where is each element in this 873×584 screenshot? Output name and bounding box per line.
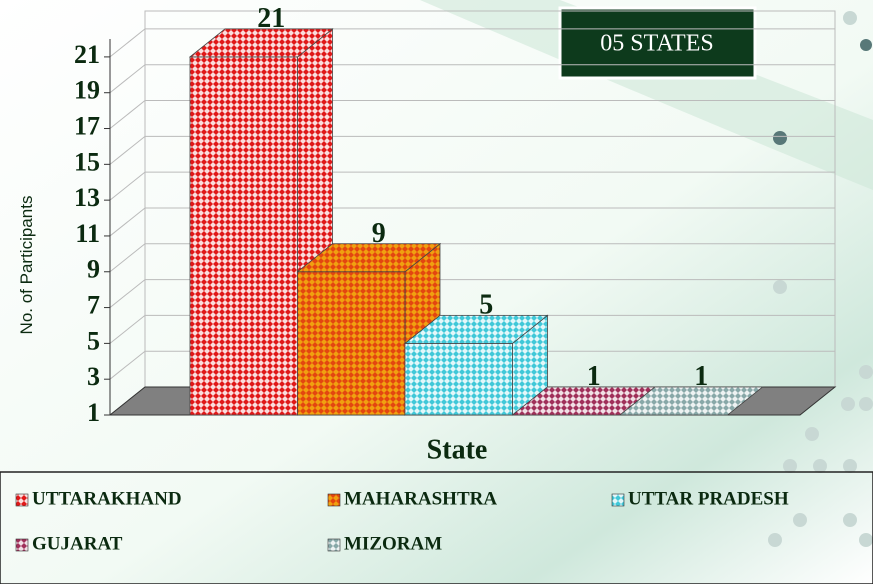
legend-label: UTTARAKHAND <box>32 488 182 509</box>
y-tick-label: 7 <box>87 291 100 320</box>
swoosh <box>420 0 873 190</box>
grid-line <box>109 64 835 94</box>
bar-top <box>188 28 334 58</box>
bar-top <box>296 243 442 273</box>
chart-title: 05 STATES <box>600 31 713 57</box>
grid-line <box>109 135 835 165</box>
legend-swatch <box>327 538 341 552</box>
y-tick-label: 17 <box>74 111 100 140</box>
value-label: 1 <box>694 361 708 392</box>
grid-line <box>109 207 835 237</box>
bar <box>297 271 406 416</box>
y-tick-label: 9 <box>87 255 100 284</box>
y-tick-label: 21 <box>74 40 100 69</box>
y-tick-label: 15 <box>74 147 100 176</box>
grid-line <box>109 100 835 129</box>
bar-top <box>618 386 764 416</box>
legend-label: MAHARASHTRA <box>344 488 497 509</box>
bar-top <box>403 314 549 344</box>
decor-dots <box>768 11 873 547</box>
y-tick-label: 1 <box>87 398 100 427</box>
legend-label: GUJARAT <box>32 533 123 554</box>
value-label: 21 <box>257 3 285 34</box>
y-axis-label: No. of Participants <box>17 196 36 335</box>
grid-line <box>109 350 835 380</box>
legend-swatch <box>327 493 341 507</box>
bar <box>404 342 513 416</box>
bar <box>189 56 298 416</box>
title-box <box>558 6 757 80</box>
value-label: 1 <box>587 361 601 392</box>
y-tick-label: 11 <box>75 219 100 248</box>
value-label: 5 <box>479 289 493 320</box>
legend-swatch <box>15 493 29 507</box>
grid-line <box>109 279 835 308</box>
value-label: 9 <box>372 218 386 249</box>
grid-line <box>109 314 835 344</box>
y-tick-label: 19 <box>74 76 100 105</box>
legend-swatch <box>15 538 29 552</box>
grid-line <box>109 243 835 273</box>
x-axis-label: State <box>427 434 488 465</box>
y-tick-label: 3 <box>87 362 100 391</box>
y-tick-label: 5 <box>87 326 100 355</box>
legend-box <box>0 471 873 584</box>
grid-line <box>109 28 835 58</box>
legend-label: MIZORAM <box>344 533 442 554</box>
legend-label: UTTAR PRADESH <box>628 488 789 509</box>
y-tick-label: 13 <box>74 183 100 212</box>
legend-swatch <box>611 493 625 507</box>
grid-line <box>109 171 835 201</box>
